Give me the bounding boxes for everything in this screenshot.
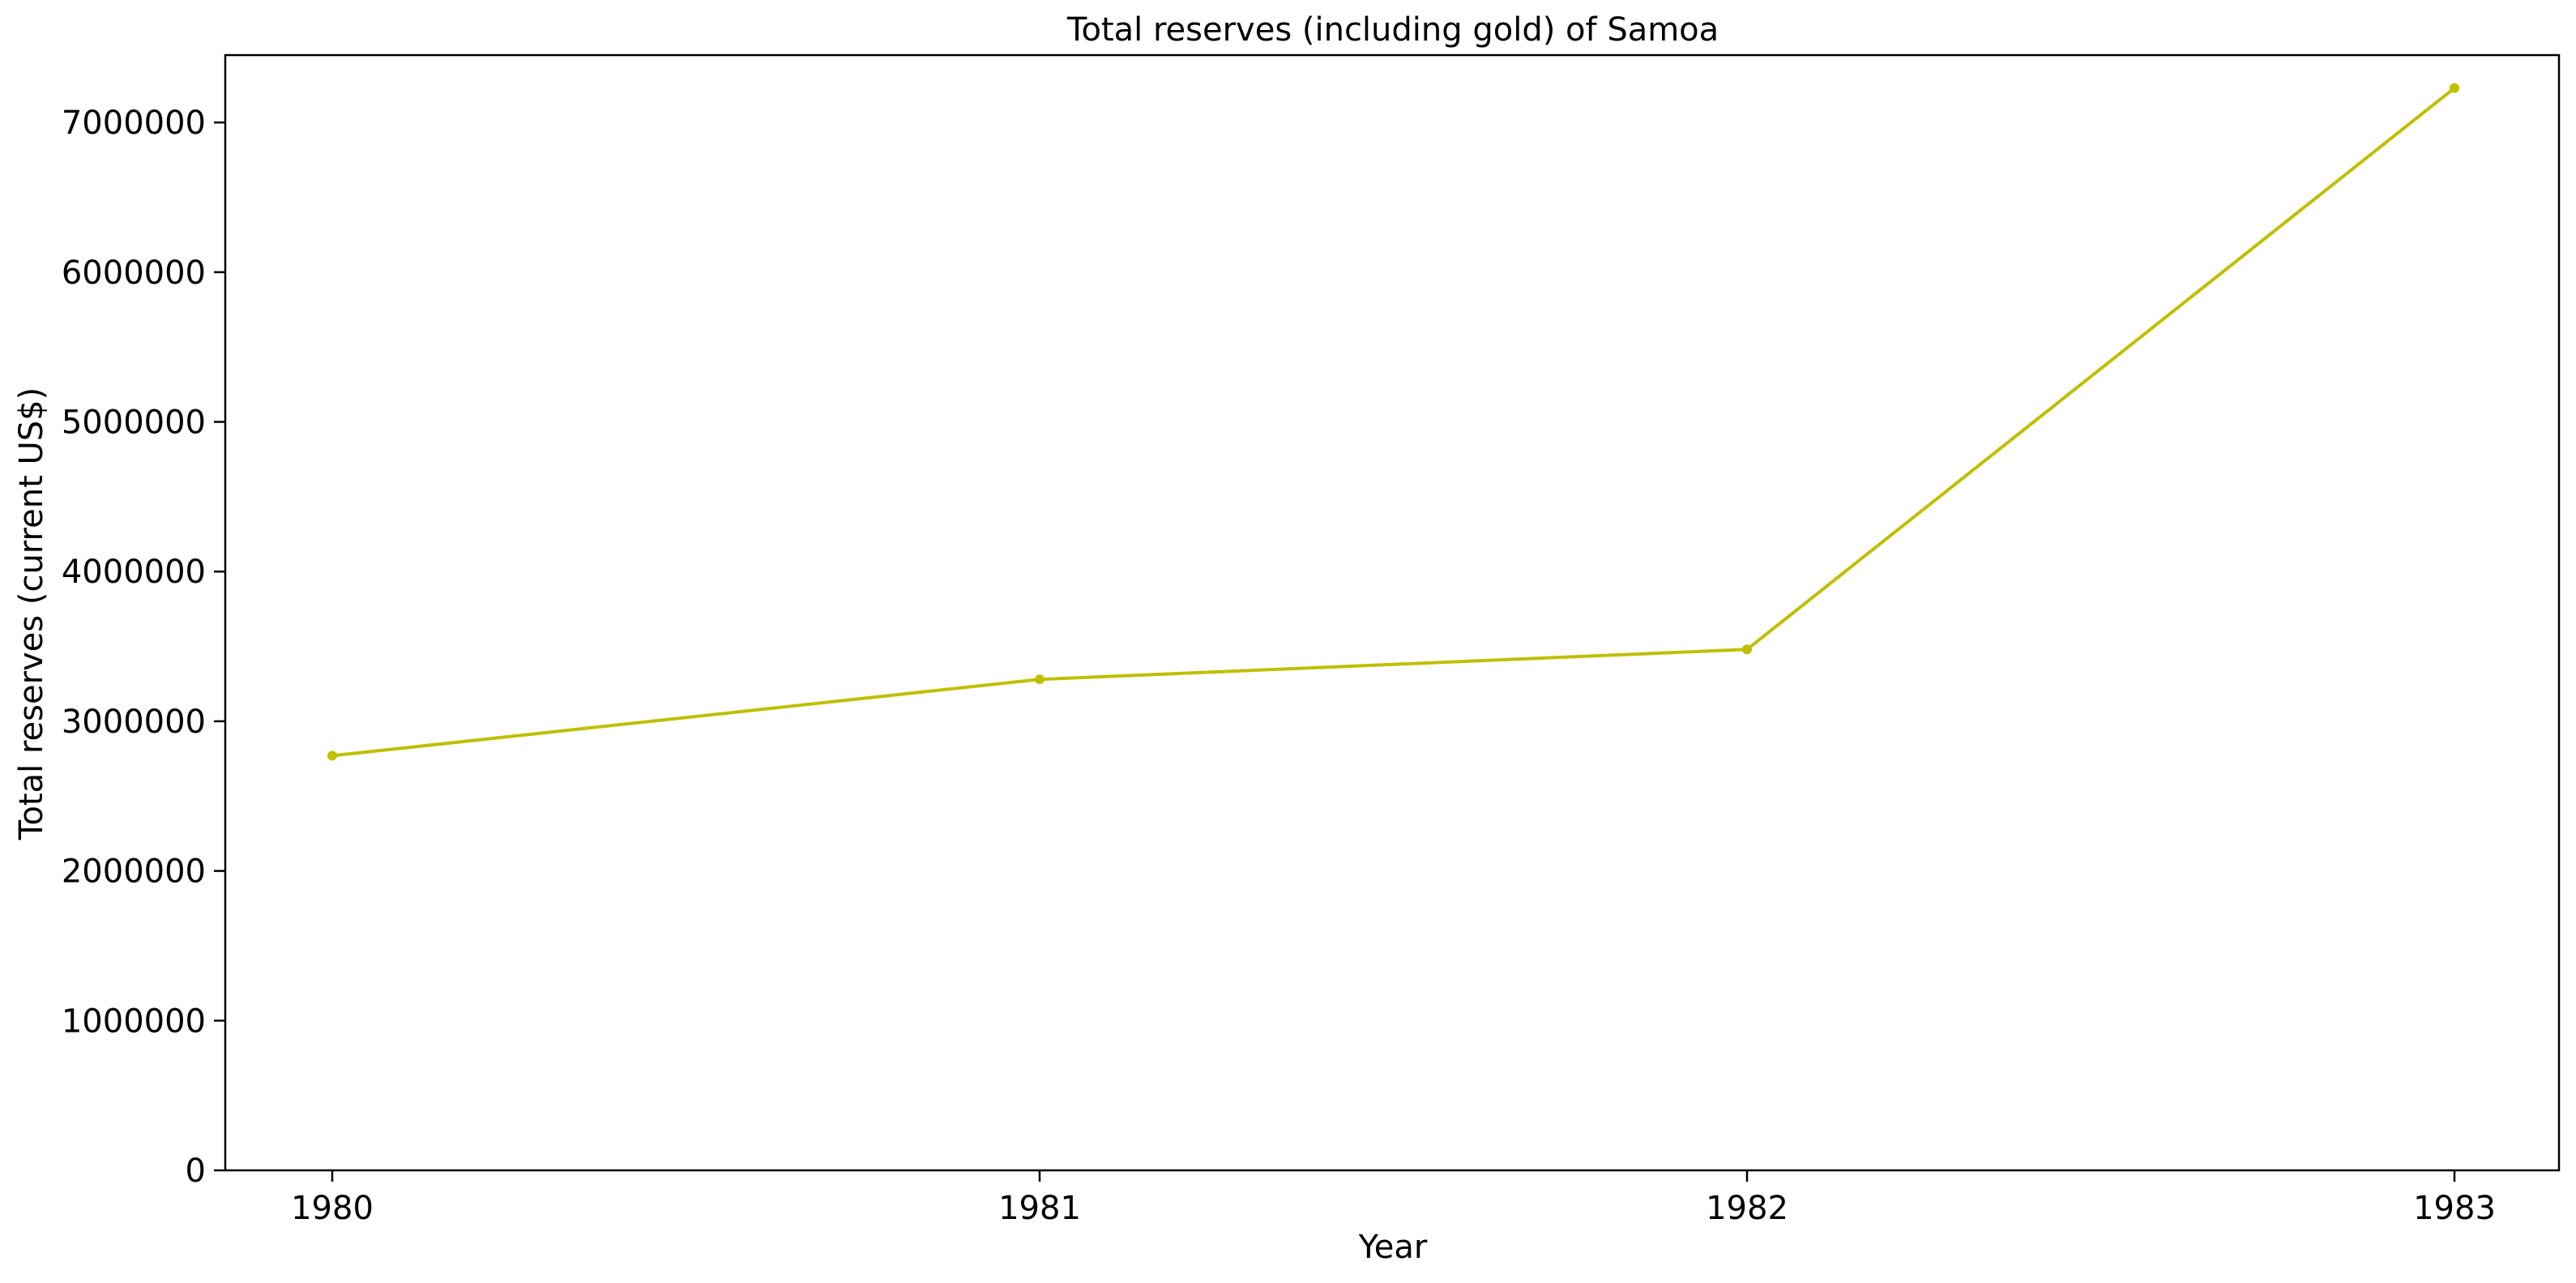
data-point bbox=[1742, 644, 1752, 655]
plot-area bbox=[224, 53, 2561, 1172]
y-axis: 0 1000000 2000000 3000000 4000000 5000000 6000… bbox=[62, 105, 225, 1190]
y-tick-label: 2000000 bbox=[62, 853, 206, 891]
y-tick-label: 4000000 bbox=[62, 554, 206, 591]
y-tick-label: 6000000 bbox=[62, 254, 206, 292]
plot-frame bbox=[224, 53, 2561, 1172]
y-tick-label: 0 bbox=[186, 1153, 206, 1190]
x-axis-label: Year bbox=[1358, 1229, 1428, 1266]
x-tick-label: 1980 bbox=[291, 1190, 374, 1227]
series-line bbox=[331, 87, 2456, 758]
x-tick-label: 1982 bbox=[1706, 1190, 1788, 1227]
y-axis-label: Total reserves (current US$) bbox=[13, 387, 50, 840]
data-point bbox=[2450, 83, 2459, 93]
series-layer bbox=[327, 83, 2459, 761]
x-axis: 1980 1981 1982 1983 bbox=[291, 1170, 2496, 1227]
data-point bbox=[1035, 674, 1044, 685]
x-tick-label: 1981 bbox=[998, 1190, 1081, 1227]
chart-title: Total reserves (including gold) of Samoa bbox=[1066, 11, 1719, 49]
y-tick-label: 1000000 bbox=[62, 1003, 206, 1040]
x-tick-label: 1983 bbox=[2413, 1190, 2496, 1227]
data-point bbox=[327, 751, 337, 761]
y-tick-label: 3000000 bbox=[62, 704, 206, 741]
y-tick-label: 7000000 bbox=[62, 105, 206, 142]
y-tick-label: 5000000 bbox=[62, 404, 206, 442]
